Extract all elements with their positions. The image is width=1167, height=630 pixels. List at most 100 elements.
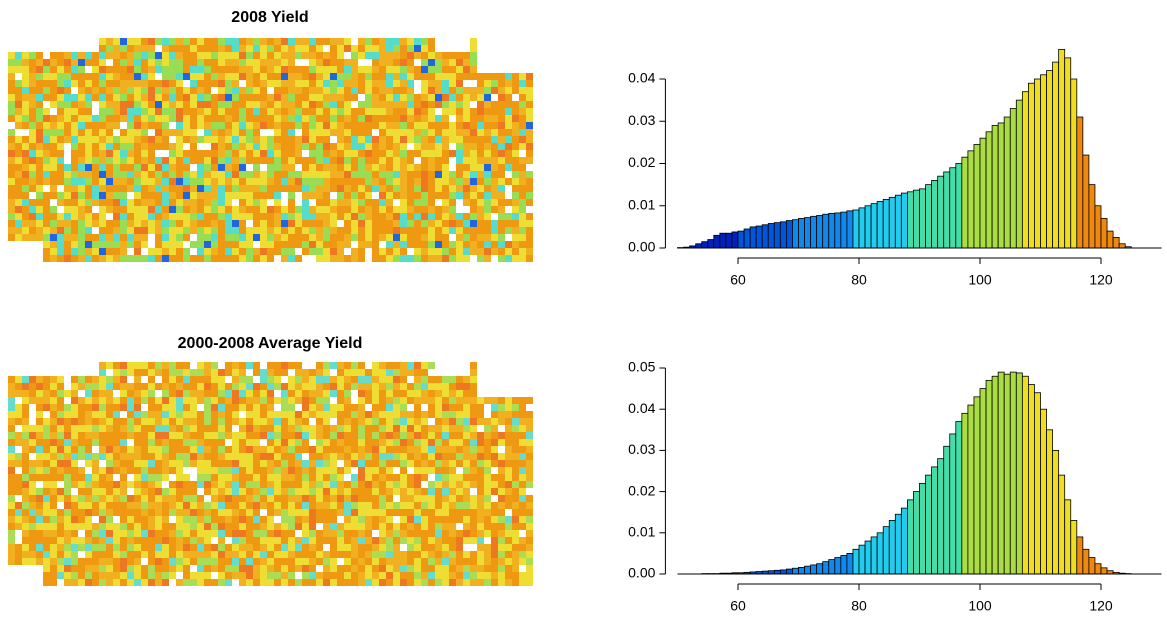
map-cell — [246, 439, 253, 446]
map-cell — [512, 136, 519, 143]
map-cell — [232, 551, 239, 558]
map-cell — [8, 439, 15, 446]
map-cell — [491, 565, 498, 572]
map-cell — [78, 390, 85, 397]
map-cell — [253, 122, 260, 129]
map-cell — [484, 206, 491, 213]
map-cell — [477, 206, 484, 213]
map-cell — [330, 185, 337, 192]
map-cell — [309, 446, 316, 453]
map-cell — [484, 108, 491, 115]
map-cell — [267, 453, 274, 460]
map-cell — [428, 502, 435, 509]
map-cell — [113, 474, 120, 481]
map-cell — [36, 432, 43, 439]
map-cell — [421, 425, 428, 432]
map-cell — [64, 66, 71, 73]
map-cell — [456, 411, 463, 418]
map-cell — [414, 157, 421, 164]
map-cell — [337, 227, 344, 234]
map-cell — [484, 143, 491, 150]
map-cell — [106, 418, 113, 425]
map-cell — [428, 397, 435, 404]
map-cell — [302, 432, 309, 439]
map-cell — [288, 185, 295, 192]
map-cell — [449, 579, 456, 586]
map-cell — [463, 101, 470, 108]
map-cell — [218, 418, 225, 425]
map-cell — [330, 129, 337, 136]
map-cell — [519, 523, 526, 530]
map-cell — [330, 45, 337, 52]
map-cell — [456, 164, 463, 171]
map-cell — [85, 488, 92, 495]
map-cell — [498, 164, 505, 171]
map-cell — [36, 101, 43, 108]
map-cell — [463, 94, 470, 101]
map-cell — [134, 178, 141, 185]
map-cell — [498, 558, 505, 565]
map-cell — [204, 579, 211, 586]
map-cell — [449, 383, 456, 390]
map-cell — [267, 185, 274, 192]
map-cell — [225, 52, 232, 59]
map-cell — [148, 199, 155, 206]
map-cell — [141, 565, 148, 572]
map-cell — [463, 213, 470, 220]
map-cell — [127, 530, 134, 537]
map-cell — [526, 108, 533, 115]
map-cell — [372, 199, 379, 206]
map-cell — [393, 248, 400, 255]
map-cell — [141, 460, 148, 467]
map-cell — [498, 248, 505, 255]
map-cell — [386, 157, 393, 164]
map-cell — [456, 255, 463, 262]
bar — [1015, 99, 1023, 249]
map-cell — [204, 108, 211, 115]
map-cell — [407, 143, 414, 150]
map-cell — [78, 488, 85, 495]
map-cell — [246, 227, 253, 234]
map-cell — [323, 425, 330, 432]
map-cell — [120, 460, 127, 467]
map-cell — [22, 52, 29, 59]
map-cell — [218, 397, 225, 404]
map-cell — [344, 376, 351, 383]
map-cell — [344, 362, 351, 369]
map-cell — [337, 530, 344, 537]
map-cell — [71, 73, 78, 80]
map-cell — [232, 213, 239, 220]
map-cell — [260, 411, 267, 418]
map-cell — [449, 255, 456, 262]
map-cell — [71, 467, 78, 474]
map-cell — [281, 213, 288, 220]
map-cell — [15, 390, 22, 397]
map-cell — [505, 122, 512, 129]
map-cell — [92, 488, 99, 495]
map-cell — [113, 241, 120, 248]
map-cell — [106, 579, 113, 586]
map-cell — [365, 45, 372, 52]
map-cell — [330, 101, 337, 108]
map-cell — [295, 362, 302, 369]
map-cell — [22, 192, 29, 199]
map-cell — [78, 579, 85, 586]
map-cell — [176, 171, 183, 178]
map-cell — [505, 516, 512, 523]
map-cell — [281, 171, 288, 178]
map-cell — [323, 213, 330, 220]
map-cell — [253, 38, 260, 45]
map-cell — [484, 467, 491, 474]
map-cell — [379, 227, 386, 234]
map-cell — [190, 390, 197, 397]
map-cell — [8, 411, 15, 418]
map-cell — [71, 234, 78, 241]
map-cell — [183, 115, 190, 122]
map-cell — [330, 481, 337, 488]
map-cell — [85, 241, 92, 248]
map-cell — [526, 502, 533, 509]
map-cell — [351, 241, 358, 248]
map-cell — [99, 192, 106, 199]
map-cell — [274, 45, 281, 52]
map-cell — [484, 537, 491, 544]
